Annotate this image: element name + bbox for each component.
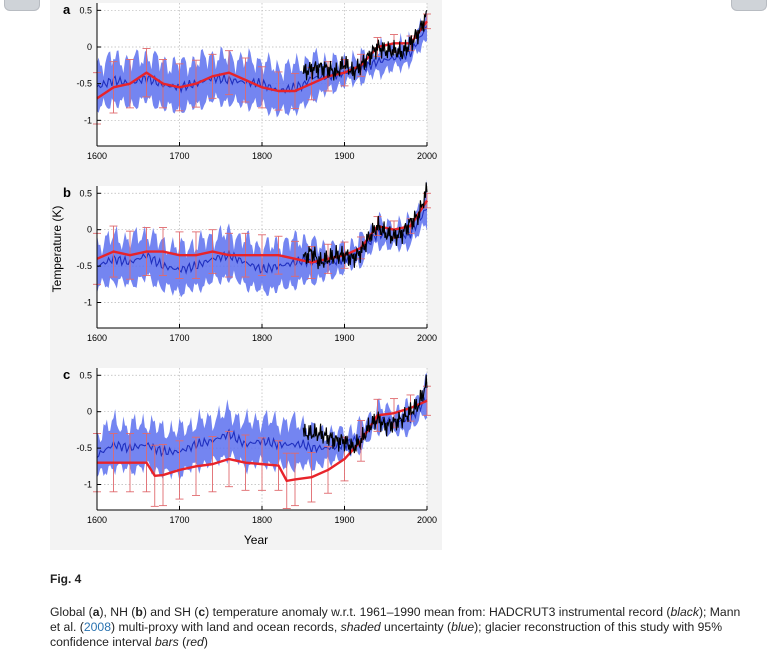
forward-button[interactable]: [731, 0, 767, 11]
caption-fragment: ) temperature anomaly w.r.t. 1961–1990 m…: [205, 605, 671, 619]
caption-fragment: red: [186, 635, 204, 649]
y-tick-label: -0.5: [76, 443, 92, 453]
y-tick-label: 0: [87, 225, 92, 235]
x-tick-label: 1800: [252, 333, 272, 343]
panel-label: c: [63, 367, 70, 382]
y-tick-label: -0.5: [76, 261, 92, 271]
caption-fragment: b: [135, 605, 143, 619]
x-axis-label: Year: [244, 533, 268, 547]
y-tick-label: -1: [84, 298, 92, 308]
y-tick-label: 0.5: [79, 5, 92, 15]
panel-label: a: [63, 2, 71, 17]
caption-fragment: ); Mann et al. (: [50, 605, 741, 634]
y-tick-label: 0.5: [79, 370, 92, 380]
series-line-instrumental: [302, 9, 428, 81]
x-tick-label: 1600: [87, 333, 107, 343]
y-tick-label: -0.5: [76, 79, 92, 89]
x-tick-label: 2000: [417, 151, 437, 161]
caption-fragment: ) and SH (: [142, 605, 199, 619]
chart-panel-b: 1600 1700 1800 1900 2000 0.5 0 -0.5 -1 b Temperatu…: [50, 179, 437, 343]
x-tick-label: 1900: [334, 151, 354, 161]
x-tick-label: 1700: [169, 151, 189, 161]
figure-caption: Fig. 4 Global (a), NH (b) and SH (c) tem…: [50, 572, 750, 650]
x-tick-label: 1900: [334, 515, 354, 525]
caption-fragment: ), NH (: [99, 605, 136, 619]
panel-label: b: [63, 185, 71, 200]
y-tick-label: -1: [84, 115, 92, 125]
caption-text: Global (a), NH (b) and SH (c) temperatur…: [50, 605, 750, 650]
caption-fragment: a: [92, 605, 100, 619]
y-tick-label: -1: [84, 480, 92, 490]
figure-label: Fig. 4: [50, 572, 82, 586]
back-button[interactable]: [4, 0, 40, 11]
caption-fragment: shaded: [340, 620, 381, 634]
x-tick-label: 1700: [169, 333, 189, 343]
caption-fragment: bars: [155, 635, 179, 649]
x-tick-label: 1600: [87, 151, 107, 161]
x-tick-label: 1800: [252, 515, 272, 525]
x-tick-label: 1700: [169, 515, 189, 525]
y-tick-label: 0.5: [79, 188, 92, 198]
caption-fragment: blue: [451, 620, 475, 634]
x-tick-label: 2000: [417, 515, 437, 525]
caption-fragment: uncertainty (: [380, 620, 452, 634]
x-tick-label: 1600: [87, 515, 107, 525]
y-axis-label: Temperature (K): [50, 206, 64, 293]
caption-fragment: Global (: [50, 605, 93, 619]
x-tick-label: 1900: [334, 333, 354, 343]
caption-fragment: ): [203, 635, 208, 649]
series-line-instrumental: [302, 374, 428, 455]
caption-fragment: ) multi-proxy with land and ocean record…: [111, 620, 341, 634]
chart-panel-a: 1600 1700 1800 1900 2000 0.5 0 -0.5 -1 a: [63, 2, 437, 161]
chart-panel-c: 1600 1700 1800 1900 2000 0.5 0 -0.5 -1 c Year: [63, 367, 437, 547]
x-tick-label: 1800: [252, 151, 272, 161]
caption-fragment: black: [670, 605, 699, 619]
caption-fragment: ); glacier reconstruction of this study …: [50, 620, 723, 649]
caption-fragment: c: [198, 605, 206, 619]
y-tick-label: 0: [87, 407, 92, 417]
series-line-instrumental: [302, 182, 428, 270]
y-tick-label: 0: [87, 42, 92, 52]
citation-link[interactable]: 2008: [83, 620, 111, 634]
x-tick-label: 2000: [417, 333, 437, 343]
caption-fragment: (: [178, 635, 187, 649]
